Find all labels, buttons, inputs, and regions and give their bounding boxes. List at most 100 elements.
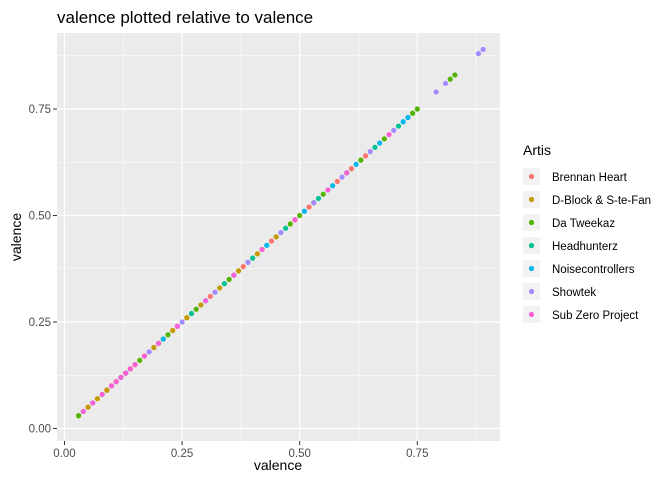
data-point: [320, 191, 326, 197]
data-point: [475, 51, 482, 57]
legend-swatch: [528, 173, 535, 180]
data-point: [367, 149, 373, 155]
data-point: [250, 255, 256, 261]
legend: Artis Brennan Heart D-Block & S-te-Fan Da …: [523, 142, 651, 323]
data-point: [301, 208, 308, 214]
data-point: [282, 225, 289, 231]
data-point: [146, 349, 152, 355]
data-point: [334, 178, 340, 185]
legend-label: Headhunterz: [552, 241, 618, 253]
data-point: [231, 272, 237, 278]
data-point: [188, 310, 195, 317]
data-point: [90, 400, 96, 406]
data-point: [193, 306, 199, 312]
data-point: [339, 174, 345, 180]
data-point: [198, 302, 204, 308]
data-point: [174, 323, 180, 329]
data-point: [278, 229, 284, 236]
data-point: [184, 315, 190, 321]
data-point: [254, 251, 260, 257]
data-point: [273, 234, 279, 240]
legend-label: D-Block & S-te-Fan: [552, 195, 651, 207]
data-point: [179, 319, 185, 325]
data-point: [240, 264, 246, 270]
data-point: [325, 187, 331, 193]
data-point: [94, 396, 101, 402]
data-point: [108, 383, 115, 389]
data-point: [259, 246, 265, 253]
data-point: [118, 374, 124, 380]
axis-ticks: 0.00 0.25 0.50 0.75 0.00 0.25 0.50 0.75: [29, 104, 429, 460]
data-point: [141, 353, 148, 359]
grid-lines: [57, 33, 500, 441]
data-point: [132, 362, 138, 368]
data-point: [165, 332, 171, 338]
data-point: [264, 242, 270, 248]
legend-swatch: [528, 196, 535, 203]
data-point: [297, 212, 303, 219]
data-point: [235, 268, 242, 274]
data-point: [452, 72, 458, 78]
data-point: [400, 119, 406, 125]
data-point: [155, 340, 162, 346]
data-point: [80, 408, 86, 415]
data-point: [160, 336, 166, 342]
data-point: [137, 357, 143, 363]
data-point: [372, 144, 378, 150]
data-point: [212, 289, 218, 295]
data-point: [447, 76, 453, 82]
data-point: [480, 46, 486, 52]
data-point: [414, 106, 420, 112]
legend-swatch: [528, 219, 535, 226]
legend-swatch: [528, 265, 535, 272]
data-point: [123, 370, 129, 376]
legend-title: Artis: [523, 142, 551, 158]
data-point: [287, 221, 293, 227]
data-point: [391, 127, 397, 133]
chart-title: valence plotted relative to valence: [57, 8, 313, 27]
x-tick-label: 0.00: [53, 448, 75, 460]
y-tick-label: 0.25: [29, 317, 51, 329]
data-point: [409, 110, 416, 116]
data-point: [405, 114, 411, 121]
data-point: [76, 413, 82, 419]
legend-label: Brennan Heart: [552, 172, 628, 184]
data-point: [395, 123, 402, 129]
data-point: [348, 166, 355, 172]
data-point: [85, 404, 91, 410]
y-tick-label: 0.00: [29, 424, 51, 436]
y-tick-label: 0.75: [29, 104, 51, 116]
x-tick-label: 0.75: [406, 448, 428, 460]
data-point: [268, 238, 275, 244]
legend-swatch: [528, 288, 535, 295]
legend-label: Sub Zero Project: [552, 310, 639, 322]
y-axis-title: valence: [8, 213, 24, 261]
data-point: [245, 259, 251, 265]
data-point: [203, 298, 209, 304]
x-tick-label: 0.50: [289, 448, 311, 460]
data-point: [344, 170, 350, 176]
data-point: [306, 204, 312, 210]
x-axis-title: valence: [254, 457, 302, 473]
data-point: [207, 293, 213, 300]
data-point: [217, 285, 223, 291]
data-point: [330, 183, 336, 189]
legend-label: Noisecontrollers: [552, 264, 635, 276]
data-point: [381, 136, 387, 142]
data-point: [386, 131, 392, 138]
data-point: [113, 379, 119, 385]
legend-swatch: [528, 242, 535, 249]
data-point: [127, 366, 133, 372]
data-point: [315, 195, 322, 202]
data-point: [292, 217, 298, 223]
data-point: [311, 200, 317, 206]
x-tick-label: 0.25: [171, 448, 193, 460]
data-point: [358, 157, 364, 163]
y-tick-label: 0.50: [29, 211, 51, 223]
data-point: [433, 89, 439, 95]
legend-label: Showtek: [552, 287, 596, 299]
data-point: [377, 140, 383, 146]
legend-swatch: [528, 311, 535, 318]
data-point: [99, 391, 105, 398]
